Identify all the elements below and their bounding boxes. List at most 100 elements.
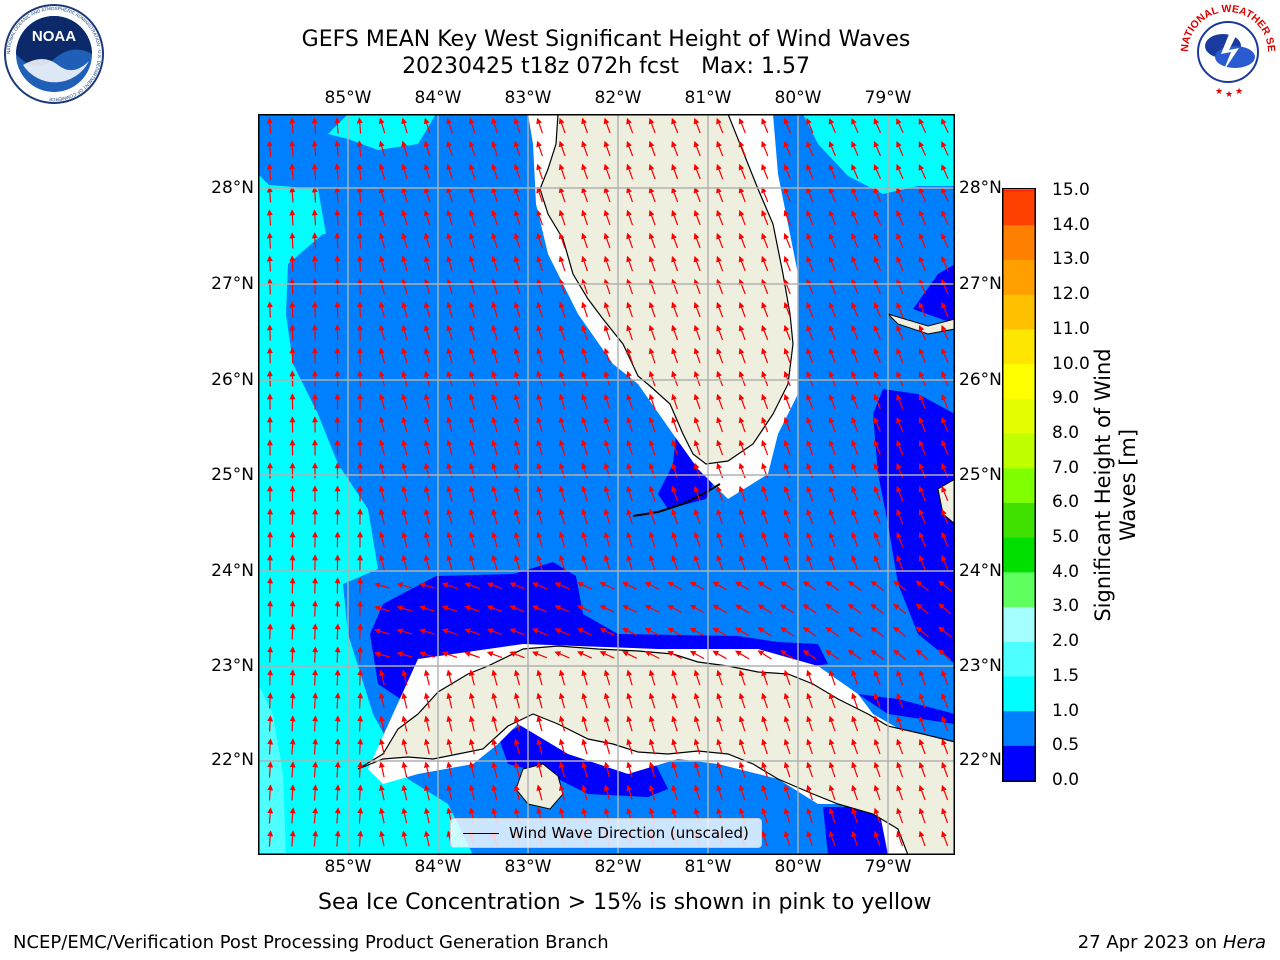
wind-wave-arrow [603, 439, 611, 456]
wind-wave-arrow [828, 232, 836, 249]
wind-wave-arrow [851, 715, 859, 732]
wind-wave-arrow [783, 163, 791, 180]
wind-wave-arrow [648, 485, 656, 502]
noaa-logo-text: NOAA [32, 28, 76, 45]
wind-wave-arrow [851, 669, 859, 686]
wind-wave-arrow [423, 140, 431, 157]
wind-wave-arrow [378, 186, 386, 203]
wind-wave-arrow [603, 669, 611, 686]
wind-wave-arrow [693, 140, 701, 157]
wind-wave-arrow [581, 393, 588, 410]
wind-wave-arrow [716, 347, 724, 364]
lon-tick-top-2: 83°W [504, 88, 552, 108]
wind-wave-arrow [716, 692, 723, 709]
wind-wave-arrow [581, 232, 588, 249]
wind-wave-arrow [938, 580, 952, 592]
wind-wave-arrow [873, 669, 881, 686]
wind-wave-arrow [693, 163, 701, 180]
wind-wave-arrow [334, 784, 341, 801]
wind-wave-arrow [915, 649, 929, 661]
wind-wave-arrow [311, 186, 318, 203]
wind-wave-arrow [873, 830, 881, 847]
wind-wave-arrow [918, 232, 927, 249]
wind-wave-arrow [896, 715, 904, 732]
wind-wave-arrow [716, 416, 724, 433]
wind-wave-arrow [603, 209, 611, 226]
wind-wave-arrow [491, 186, 498, 203]
wind-wave-arrow [396, 651, 413, 658]
wind-wave-arrow [446, 692, 453, 709]
wind-wave-arrow [873, 117, 882, 134]
wind-wave-arrow [558, 531, 566, 548]
wind-wave-arrow [491, 715, 498, 732]
wind-wave-arrow [289, 830, 296, 847]
wind-wave-arrow [738, 301, 746, 318]
wind-wave-arrow [581, 508, 588, 525]
wind-wave-arrow [401, 301, 408, 318]
wind-wave-arrow [558, 508, 566, 525]
wind-wave-arrow [626, 554, 633, 571]
wind-wave-arrow [873, 163, 882, 180]
wind-wave-arrow [918, 209, 927, 226]
wind-wave-arrow [648, 370, 656, 387]
wind-wave-arrow [491, 462, 498, 479]
wind-wave-arrow [468, 301, 476, 318]
wind-wave-arrow [851, 531, 859, 548]
wind-wave-arrow [446, 255, 453, 272]
wind-wave-arrow [289, 324, 296, 341]
wind-wave-arrow [378, 370, 385, 387]
lon-tick-bottom-6: 79°W [864, 857, 912, 877]
wind-wave-arrow [648, 140, 656, 157]
wind-wave-arrow [558, 761, 565, 778]
wind-wave-arrow [513, 278, 521, 295]
lat-tick-right-3: 25°N [959, 465, 1002, 485]
svg-text:★: ★ [1215, 87, 1223, 97]
wind-wave-arrow [357, 761, 364, 778]
wind-wave-arrow [357, 692, 364, 709]
wind-wave-arrow [558, 140, 566, 157]
wind-wave-arrow [893, 626, 907, 638]
wind-wave-arrow [671, 324, 679, 341]
wind-wave-arrow [671, 692, 678, 709]
svg-text:★: ★ [1235, 87, 1243, 97]
wind-wave-arrow [334, 117, 341, 134]
wind-wave-arrow [671, 140, 679, 157]
wave-field-west-cyan [259, 175, 473, 854]
wind-wave-arrow [828, 784, 836, 801]
wind-wave-arrow [716, 370, 724, 387]
wind-wave-arrow [267, 784, 274, 801]
wind-wave-arrow [401, 554, 408, 571]
wind-wave-arrow [873, 301, 881, 318]
wind-wave-arrow [311, 278, 318, 295]
wind-wave-arrow [378, 117, 386, 134]
wind-wave-arrow [334, 186, 341, 203]
wind-wave-arrow [603, 278, 611, 295]
wind-wave-arrow [938, 649, 952, 661]
wind-wave-arrow [941, 738, 949, 755]
wind-wave-arrow [464, 651, 480, 659]
wind-wave-arrow [896, 324, 904, 341]
wind-wave-arrow [267, 669, 274, 686]
wind-wave-arrow [712, 627, 727, 637]
wind-wave-arrow [693, 209, 701, 226]
wind-wave-arrow [581, 761, 588, 778]
wind-wave-arrow [289, 807, 296, 824]
wind-wave-arrow [581, 669, 588, 686]
wind-wave-arrow [918, 761, 926, 778]
wind-wave-arrow [918, 370, 926, 387]
wind-wave-arrow [716, 163, 724, 180]
wind-wave-arrow [828, 692, 836, 709]
wind-wave-arrow [761, 715, 768, 732]
wind-wave-arrow [873, 416, 881, 433]
wind-wave-arrow [558, 738, 566, 755]
chart-subtitle: 20230425 t18z 072h fcst Max: 1.57 [256, 54, 956, 80]
wind-wave-arrow [738, 209, 746, 226]
wind-wave-arrow [289, 255, 296, 272]
wind-wave-arrow [648, 692, 656, 709]
wind-wave-arrow [626, 485, 633, 502]
wind-wave-arrow [378, 738, 385, 755]
wind-wave-arrow [918, 347, 926, 364]
wind-wave-arrow [671, 462, 678, 479]
wind-wave-arrow [536, 393, 543, 410]
wind-wave-arrow [806, 784, 813, 801]
